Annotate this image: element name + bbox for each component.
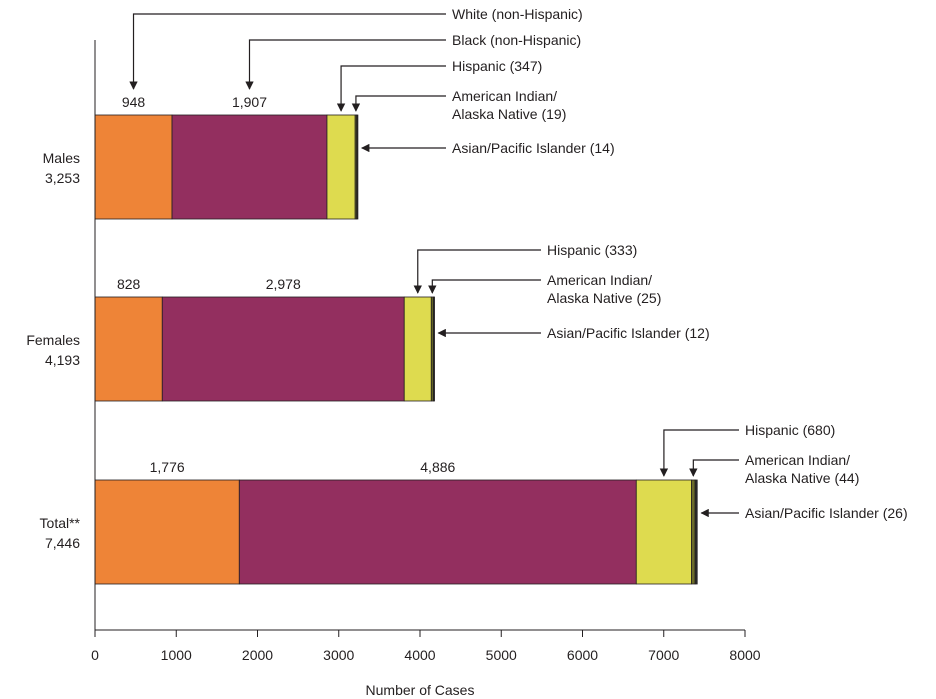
callout-label: Alaska Native (25) xyxy=(547,290,661,306)
bar-segment xyxy=(326,114,356,220)
callout-label: American Indian/ xyxy=(547,272,652,288)
x-tick-label: 1000 xyxy=(161,647,192,663)
callout-arrow xyxy=(659,429,739,477)
callout-label: American Indian/ xyxy=(745,452,850,468)
bar-segment xyxy=(171,114,328,220)
bar-segment xyxy=(238,479,637,585)
category-label: Males xyxy=(43,150,80,166)
bar-segment xyxy=(356,114,359,220)
category-total: 3,253 xyxy=(45,170,80,186)
callout-label: Hispanic (333) xyxy=(547,242,637,258)
bar-value-label: 1,776 xyxy=(150,459,185,475)
callouts-layer: White (non-Hispanic) Black (non-Hispanic)… xyxy=(129,6,908,521)
callout-label: Black (non-Hispanic) xyxy=(452,32,581,48)
x-tick-label: 8000 xyxy=(729,647,760,663)
callout-arrow xyxy=(689,459,739,477)
bar-segment xyxy=(694,479,698,585)
x-tick-label: 7000 xyxy=(648,647,679,663)
bars-layer: Males 3,253 948 1,907 Females 4,193 828 2,978 To… xyxy=(26,94,698,585)
callout-label: American Indian/ xyxy=(452,88,557,104)
x-axis: 0 1000 2000 3000 4000 5000 6000 7000 8000 xyxy=(91,40,761,663)
callout-arrow xyxy=(428,279,541,294)
callout-arrow xyxy=(413,249,541,294)
callout-label: Alaska Native (44) xyxy=(745,470,859,486)
callout-arrow xyxy=(351,95,446,112)
x-tick-label: 0 xyxy=(91,647,99,663)
bar-value-label: 1,907 xyxy=(232,94,267,110)
callout-label: Asian/Pacific Islander (14) xyxy=(452,140,615,156)
x-tick-label: 4000 xyxy=(404,647,435,663)
bar-segment xyxy=(691,479,696,585)
x-tick-label: 5000 xyxy=(486,647,517,663)
callout-label: Asian/Pacific Islander (26) xyxy=(745,505,908,521)
category-total: 4,193 xyxy=(45,352,80,368)
bar-segment xyxy=(94,479,240,585)
x-tick-label: 3000 xyxy=(323,647,354,663)
bar-value-label: 948 xyxy=(122,94,146,110)
category-total: 7,446 xyxy=(45,535,80,551)
bar-segment xyxy=(94,296,163,402)
x-axis-title: Number of Cases xyxy=(366,682,475,698)
callout-label: Hispanic (347) xyxy=(452,58,542,74)
x-tick-label: 2000 xyxy=(242,647,273,663)
bar-value-label: 828 xyxy=(117,276,141,292)
x-tick-label: 6000 xyxy=(567,647,598,663)
category-label: Females xyxy=(26,332,80,348)
callout-arrow xyxy=(245,39,446,90)
category-label: Total** xyxy=(40,515,81,531)
bar-segment xyxy=(403,296,432,402)
callout-label: White (non-Hispanic) xyxy=(452,6,583,22)
callout-arrow xyxy=(129,13,446,90)
bar-segment xyxy=(94,114,173,220)
bar-value-label: 2,978 xyxy=(266,276,301,292)
callout-arrow xyxy=(336,65,446,112)
callout-label: Hispanic (680) xyxy=(745,422,835,438)
callout-label: Asian/Pacific Islander (12) xyxy=(547,325,710,341)
callout-label: Alaska Native (19) xyxy=(452,106,566,122)
bar-segment xyxy=(432,296,435,402)
bar-segment xyxy=(635,479,692,585)
bar-segment xyxy=(161,296,405,402)
bar-value-label: 4,886 xyxy=(420,459,455,475)
